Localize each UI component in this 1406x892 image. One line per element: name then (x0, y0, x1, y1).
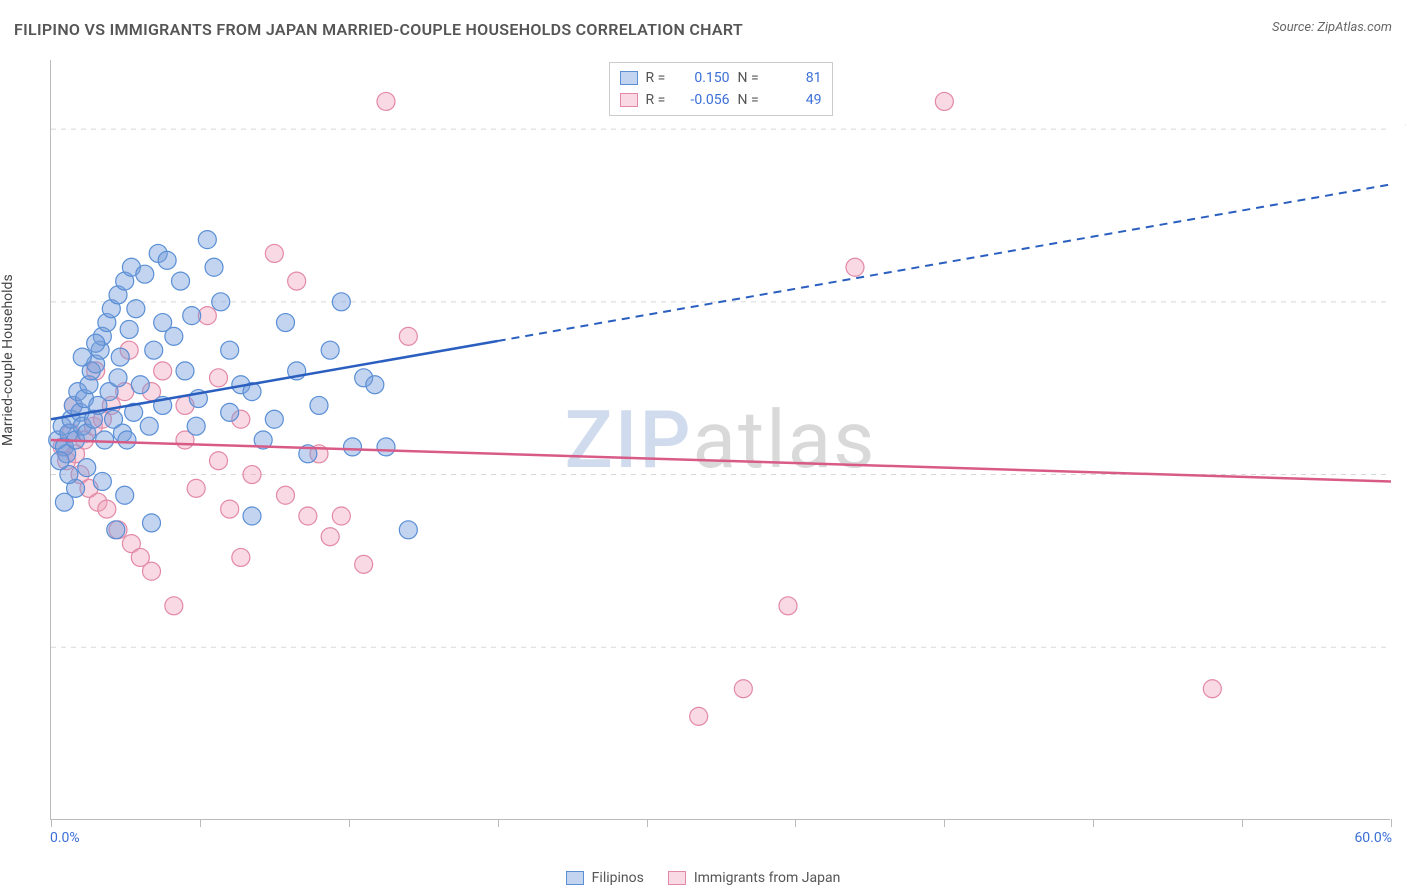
y-tick-label: 50.0% (1395, 467, 1406, 483)
x-tick (944, 819, 945, 827)
n-label: N = (738, 67, 766, 89)
swatch-pink-icon (668, 871, 686, 885)
x-tick (1093, 819, 1094, 827)
y-tick-label: 25.0% (1395, 639, 1406, 655)
n-label: N = (738, 89, 766, 111)
r-value-blue: 0.150 (682, 67, 730, 89)
r-label: R = (646, 89, 674, 111)
x-tick (647, 819, 648, 827)
y-axis-title: Married-couple Households (0, 274, 16, 446)
stats-row-blue: R = 0.150 N = 81 (620, 67, 822, 89)
stats-legend: R = 0.150 N = 81 R = -0.056 N = 49 (609, 62, 833, 116)
x-tick (795, 819, 796, 827)
x-max-label: 60.0% (1354, 830, 1392, 846)
y-tick-label: 100.0% (1395, 121, 1406, 137)
chart-title: FILIPINO VS IMMIGRANTS FROM JAPAN MARRIE… (14, 20, 743, 39)
x-tick (498, 819, 499, 827)
legend-item-pink: Immigrants from Japan (668, 870, 840, 886)
source-attribution: Source: ZipAtlas.com (1272, 20, 1392, 35)
swatch-pink-icon (620, 93, 638, 107)
x-min-label: 0.0% (50, 830, 80, 846)
stats-row-pink: R = -0.056 N = 49 (620, 89, 822, 111)
y-tick-label: 75.0% (1395, 294, 1406, 310)
swatch-blue-icon (620, 71, 638, 85)
n-value-blue: 81 (774, 67, 822, 89)
x-tick (349, 819, 350, 827)
x-tick (1242, 819, 1243, 827)
r-label: R = (646, 67, 674, 89)
x-tick (1391, 819, 1392, 827)
legend-label-blue: Filipinos (592, 870, 644, 886)
legend-item-blue: Filipinos (566, 870, 644, 886)
swatch-blue-icon (566, 871, 584, 885)
r-value-pink: -0.056 (682, 89, 730, 111)
scatter-plot: ZIPatlas 25.0%50.0%75.0%100.0% R = 0.150… (50, 60, 1390, 820)
chart-svg (51, 60, 1390, 819)
x-tick (51, 819, 52, 827)
series-legend: Filipinos Immigrants from Japan (0, 870, 1406, 886)
legend-label-pink: Immigrants from Japan (694, 870, 840, 886)
x-tick (200, 819, 201, 827)
n-value-pink: 49 (774, 89, 822, 111)
